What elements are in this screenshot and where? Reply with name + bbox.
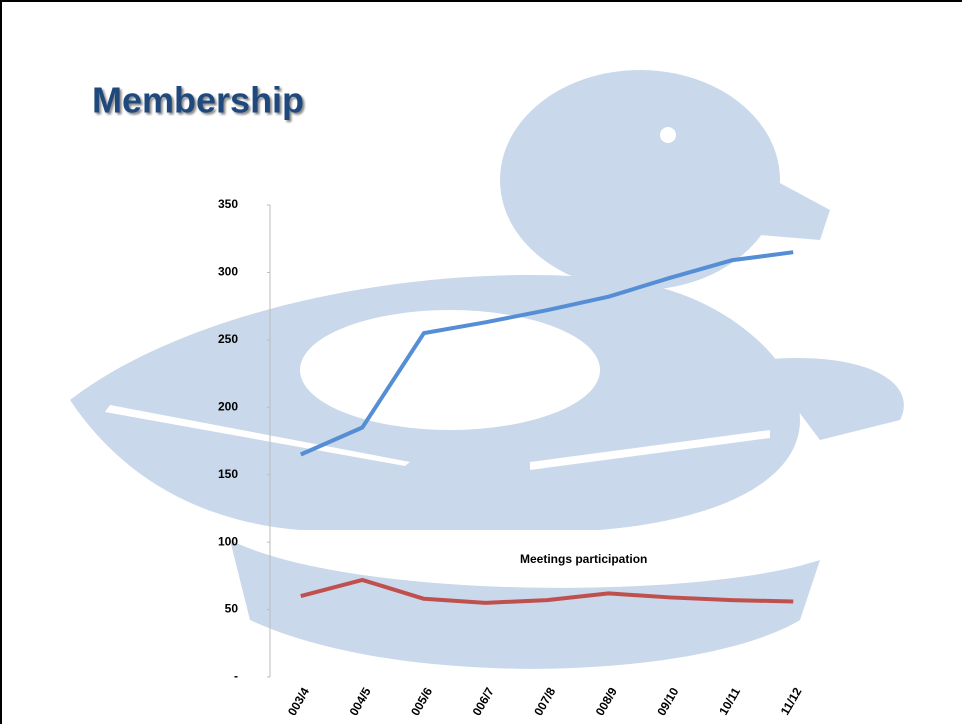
chart-title: Membership (92, 80, 304, 121)
y-tick-label: 250 (218, 332, 238, 346)
y-tick-label: - (234, 669, 238, 683)
series-label: Meetings participation (520, 552, 647, 566)
y-tick-label: 100 (218, 534, 238, 548)
y-tick-label: 150 (218, 467, 238, 481)
y-tick-label: 300 (218, 265, 238, 279)
slide: Membership -50100150200250300350003/4004… (0, 0, 962, 724)
y-tick-label: 350 (218, 197, 238, 211)
page: {"chart_data": {"type": "line", "title":… (0, 0, 962, 724)
y-tick-label: 200 (218, 399, 238, 413)
y-tick-label: 50 (225, 602, 239, 616)
